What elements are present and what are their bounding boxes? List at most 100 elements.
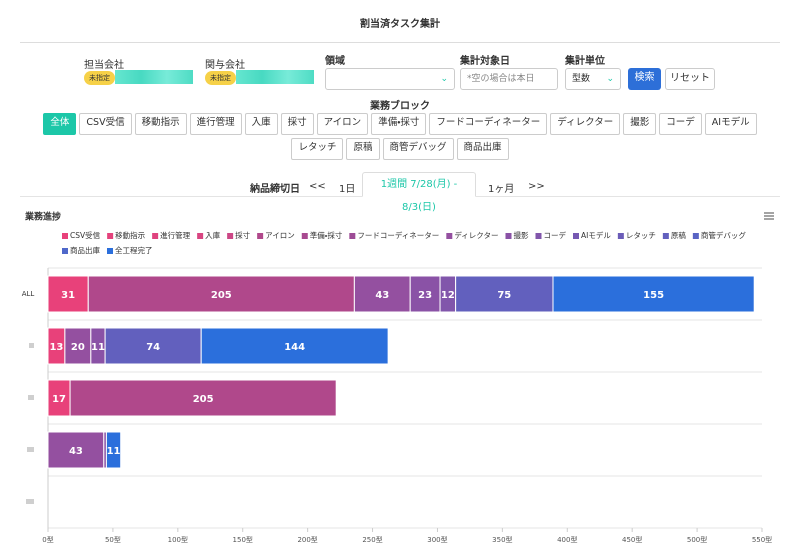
legend-label: レタッチ [626, 231, 656, 240]
chart: 業務進捗 CSV受信 移動指示 進行管理 入庫 採寸 アイロン 準備・採寸 フードコーディネー… [22, 211, 774, 544]
legend-label: アイロン [265, 231, 295, 240]
filter-label: 集計単位 [565, 56, 605, 67]
legend-swatch [573, 233, 579, 239]
domain-select[interactable]: ⌄ [325, 68, 455, 90]
legend-label: 移動指示 [115, 230, 145, 240]
block-button[interactable]: AIモデル [704, 113, 757, 135]
legend-label: 全工程完了 [115, 245, 153, 255]
legend-label: ディレクター [454, 230, 498, 240]
legend-item: AIモデル [573, 230, 611, 240]
legend-item: 商品出庫 [62, 245, 100, 255]
legend-item: ディレクター [446, 230, 499, 240]
menu-icon[interactable] [764, 212, 774, 220]
x-tick-label: 50型 [105, 535, 121, 544]
x-tick-label: 250型 [362, 535, 382, 544]
company-select[interactable]: 未指定 [84, 70, 193, 85]
legend-item: コーデ [535, 230, 567, 240]
bar-segment [353, 275, 411, 313]
nav-next[interactable]: >> [528, 181, 545, 192]
nav-tab-active[interactable]: 1週間 7/28(月) - 8/3(日) [362, 172, 476, 213]
blurred-label [27, 447, 34, 452]
block-buttons: 全体 CSV受信 移動指示 進行管理 入庫 採寸 アイロン 準備・採寸 フードコーディネーターデ… [20, 113, 780, 160]
legend-swatch [197, 233, 204, 239]
data-label: 12 [441, 290, 455, 301]
block-button[interactable]: 撮影 [623, 113, 657, 135]
block-button[interactable]: 全体 [43, 113, 77, 135]
block-button[interactable]: ディレクター [550, 113, 621, 135]
tag: 未指定 [205, 71, 236, 85]
chart-title: 業務進捗 [24, 211, 61, 223]
block-button[interactable]: CSV受信 [79, 113, 132, 135]
legend-item: 商管デバッグ [692, 230, 746, 240]
nav-prev[interactable]: << [309, 181, 326, 192]
block-button[interactable]: 進行管理 [189, 113, 242, 135]
blurred-value [236, 70, 314, 84]
data-label: 11 [91, 342, 105, 353]
company-select[interactable]: 未指定 [205, 70, 314, 85]
block-button[interactable]: 入庫 [244, 113, 278, 135]
legend-item: フードコーディネーター [349, 230, 439, 240]
page-title: 割当済タスク集計 [360, 19, 440, 30]
bar-segment [64, 327, 92, 365]
data-label: 20 [71, 342, 85, 353]
x-tick-label: 150型 [233, 535, 253, 544]
legend-swatch [62, 248, 68, 254]
legend-swatch [662, 233, 669, 239]
blurred-label [29, 343, 34, 348]
data-label: 205 [211, 290, 232, 301]
legend-swatch [62, 233, 68, 239]
legend-label: コーデ [544, 230, 567, 240]
data-label: 23 [418, 290, 432, 301]
block-button[interactable]: 商管デバッグ [382, 138, 454, 160]
block-button[interactable]: レタッチ [291, 138, 344, 160]
block-button[interactable]: 移動指示 [134, 113, 187, 135]
search-button[interactable]: 検索 [628, 68, 661, 90]
bar-segment [104, 327, 202, 365]
block-button[interactable]: 採寸 [280, 113, 314, 135]
blurred-value [115, 70, 193, 84]
legend-swatch [257, 233, 264, 239]
data-label: 75 [497, 290, 511, 301]
legend-swatch [301, 233, 308, 239]
data-label: 43 [375, 290, 389, 301]
legend-item: 準備・採寸 [301, 230, 343, 240]
block-button[interactable]: 原稿 [346, 138, 380, 160]
data-label: 11 [107, 446, 121, 457]
nav-tab[interactable]: 1ヶ月 [488, 184, 515, 195]
blurred-label [28, 395, 34, 400]
x-tick-label: 550型 [752, 535, 772, 544]
legend-item: 移動指示 [107, 230, 146, 240]
legend-swatch [349, 233, 356, 239]
x-tick-label: 350型 [492, 535, 512, 544]
block-button[interactable]: 準備・採寸 [371, 113, 427, 135]
block-button[interactable]: フードコーディネーター [429, 113, 548, 135]
legend-label: 進行管理 [160, 230, 190, 240]
unit-select[interactable]: 型数 ⌄ [565, 68, 621, 90]
data-label: 17 [52, 394, 66, 405]
unit-value: 型数 [572, 74, 591, 84]
legend-swatch [535, 233, 542, 239]
block-button[interactable]: アイロン [316, 113, 369, 135]
legend-swatch [446, 233, 453, 239]
legend-swatch [617, 233, 624, 239]
data-label: 31 [61, 290, 75, 301]
legend-item: レタッチ [617, 231, 656, 240]
legend-label: フードコーディネーター [357, 230, 439, 240]
x-tick-label: 0型 [42, 535, 53, 544]
date-input[interactable]: *空の場合は本日 [460, 68, 558, 90]
nav-label: 納品締切日 [250, 184, 300, 195]
block-button[interactable]: コーデ [659, 113, 702, 135]
nav-tab[interactable]: 1日 [339, 184, 356, 195]
data-label: 155 [643, 290, 664, 301]
data-label: 144 [284, 342, 305, 353]
legend-label: 商品出庫 [70, 245, 100, 255]
legend-label: 原稿 [671, 231, 686, 240]
y-tick-label: ALL [22, 290, 35, 298]
block-button[interactable]: 商品出庫 [456, 138, 509, 160]
legend-item: 撮影 [505, 230, 529, 240]
bar-segment [47, 275, 89, 313]
reset-button[interactable]: リセット [665, 68, 715, 90]
legend-swatch [692, 233, 699, 239]
legend-label: 入庫 [205, 230, 220, 240]
bar-segment [552, 275, 755, 313]
